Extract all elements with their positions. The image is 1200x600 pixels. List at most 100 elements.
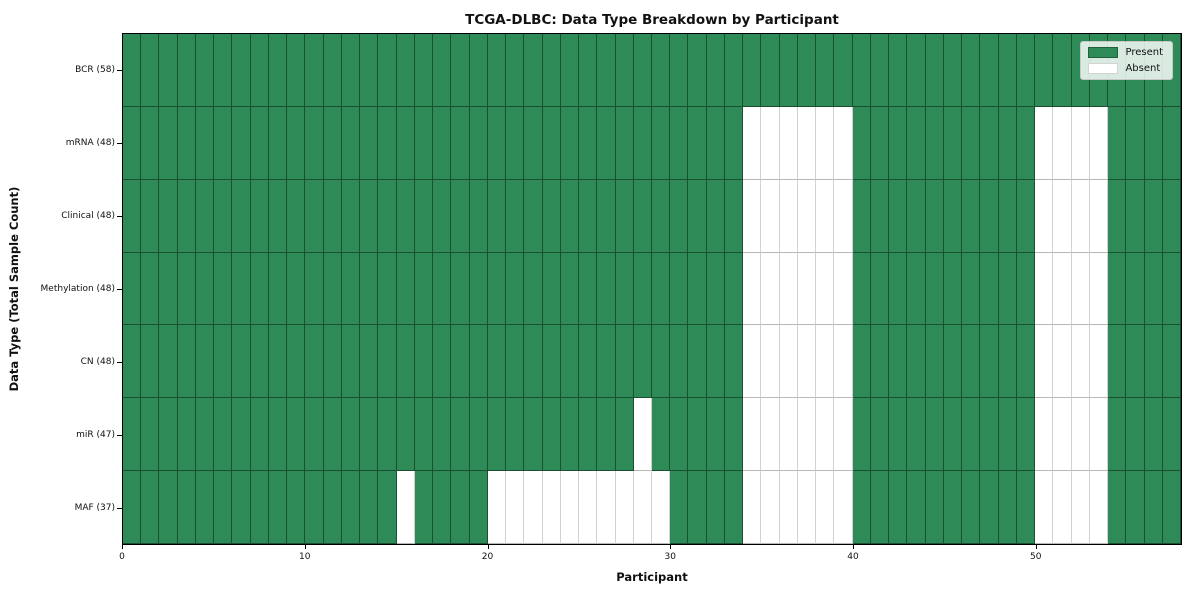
matrix-cell — [378, 398, 397, 472]
matrix-cell — [816, 252, 835, 326]
matrix-cell — [688, 252, 707, 326]
matrix-cell — [195, 106, 215, 180]
matrix-cell — [743, 252, 762, 326]
matrix-cell — [305, 106, 324, 180]
matrix-cell — [615, 179, 634, 253]
matrix-cell — [542, 179, 561, 253]
matrix-cell — [907, 325, 926, 399]
matrix-cell — [816, 325, 835, 399]
matrix-cell — [980, 106, 999, 180]
matrix-cell — [724, 325, 744, 399]
matrix-cell — [615, 106, 634, 180]
matrix-cell — [195, 471, 215, 544]
matrix-cell — [1144, 325, 1163, 399]
matrix-cell — [834, 325, 853, 399]
matrix-cell — [1126, 179, 1145, 253]
matrix-cell — [779, 106, 798, 180]
matrix-cell — [670, 471, 689, 544]
matrix-cell — [816, 34, 835, 107]
matrix-cell — [579, 471, 598, 544]
matrix-cell — [1016, 252, 1036, 326]
matrix-cell — [1035, 179, 1054, 253]
matrix-cell — [159, 34, 178, 107]
matrix-cell — [816, 398, 835, 472]
matrix-cell — [761, 252, 780, 326]
matrix-cell — [250, 179, 269, 253]
matrix-cell — [1089, 398, 1109, 472]
matrix-cell — [141, 471, 160, 544]
matrix-cell — [214, 252, 233, 326]
matrix-cell — [633, 34, 652, 107]
matrix-cell — [1126, 106, 1145, 180]
matrix-cell — [943, 471, 963, 544]
matrix-cell — [998, 252, 1017, 326]
matrix-cell — [688, 34, 707, 107]
matrix-cell — [542, 471, 561, 544]
matrix-cell — [925, 106, 944, 180]
matrix-cell — [1126, 252, 1145, 326]
matrix-cell — [1071, 106, 1090, 180]
matrix-cell — [1108, 325, 1127, 399]
matrix-cell — [378, 252, 397, 326]
matrix-cell — [761, 325, 780, 399]
matrix-cell — [998, 34, 1017, 107]
matrix-cell — [360, 179, 379, 253]
y-tick-label: BCR (58) — [75, 64, 115, 75]
matrix-cell — [980, 179, 999, 253]
matrix-cell — [560, 179, 580, 253]
matrix-cell — [1126, 398, 1145, 472]
matrix-cell — [1162, 471, 1181, 544]
matrix-cell — [852, 179, 871, 253]
matrix-cell — [579, 34, 598, 107]
matrix-cell — [597, 252, 616, 326]
matrix-cell — [524, 471, 543, 544]
matrix-cell — [779, 398, 798, 472]
matrix-cell — [743, 34, 762, 107]
matrix-cell — [305, 179, 324, 253]
matrix-cell — [743, 398, 762, 472]
matrix-cell — [542, 252, 561, 326]
matrix-cell — [670, 325, 689, 399]
matrix-cell — [396, 252, 415, 326]
matrix-cell — [779, 179, 798, 253]
matrix-cell — [250, 398, 269, 472]
matrix-cell — [524, 106, 543, 180]
matrix-cell — [743, 179, 762, 253]
matrix-cell — [287, 398, 306, 472]
matrix-cell — [579, 179, 598, 253]
matrix-cell — [597, 325, 616, 399]
matrix-cell — [433, 252, 452, 326]
matrix-cell — [177, 471, 196, 544]
matrix-cell — [305, 471, 324, 544]
matrix-cell — [651, 179, 671, 253]
matrix-cell — [889, 34, 908, 107]
matrix-cell — [870, 398, 890, 472]
matrix-cell — [852, 398, 871, 472]
matrix-cell — [268, 106, 288, 180]
matrix-cell — [487, 398, 507, 472]
matrix-cell — [597, 34, 616, 107]
matrix-cell — [141, 106, 160, 180]
matrix-cell — [123, 471, 142, 544]
matrix-cell — [159, 106, 178, 180]
y-tick-mark — [117, 289, 122, 290]
matrix-cell — [1035, 252, 1054, 326]
matrix-cell — [506, 179, 525, 253]
matrix-cell — [451, 471, 470, 544]
legend-label: Present — [1125, 47, 1163, 58]
matrix-cell — [834, 106, 853, 180]
matrix-cell — [943, 325, 963, 399]
matrix-cell — [287, 106, 306, 180]
matrix-cell — [1144, 471, 1163, 544]
matrix-cell — [779, 252, 798, 326]
matrix-cell — [451, 252, 470, 326]
matrix-cell — [360, 34, 379, 107]
matrix-cell — [195, 34, 215, 107]
x-tick-mark — [853, 545, 855, 549]
matrix-cell — [341, 34, 361, 107]
matrix-cell — [341, 252, 361, 326]
matrix-cell — [433, 34, 452, 107]
legend: Present Absent — [1080, 41, 1173, 80]
matrix-cell — [1071, 325, 1090, 399]
matrix-cell — [1071, 398, 1090, 472]
